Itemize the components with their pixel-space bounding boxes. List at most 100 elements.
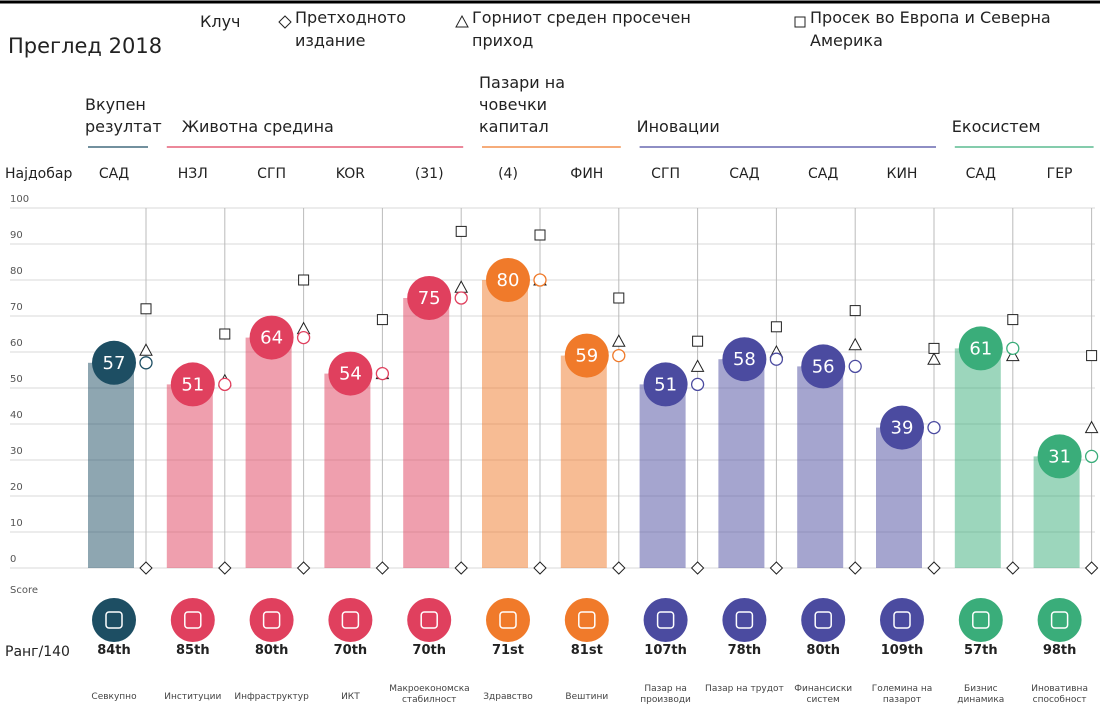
icon-glyph [814, 611, 832, 629]
diamond-marker [769, 561, 784, 575]
triangle-marker [1005, 348, 1020, 362]
rank: 80th [254, 643, 289, 658]
group-title: Вкупен резултат [85, 95, 162, 136]
bar [324, 373, 371, 568]
icon-glyph [420, 611, 438, 629]
y-tick-label: 90 [10, 230, 23, 241]
icon [643, 598, 688, 642]
rank: 78th [727, 643, 762, 658]
best-label: Најдобар [5, 166, 73, 182]
group-title: Пазари на човечки капитал [479, 73, 566, 136]
icon [801, 598, 846, 642]
rank: 70th [333, 643, 368, 658]
rank: 71st [491, 643, 525, 658]
y-tick-label: 40 [10, 410, 23, 421]
y-tick-label: 50 [10, 374, 23, 385]
best-value: ГЕР [1046, 166, 1073, 182]
square-marker [298, 274, 310, 286]
bar [954, 348, 1001, 568]
score-label: 64 [260, 328, 283, 349]
score-badge [249, 315, 294, 360]
icon-glyph [735, 611, 754, 629]
category-label: Бизнис динамика [957, 684, 1005, 705]
icon-glyph [105, 611, 123, 629]
y-tick-label: 60 [10, 338, 23, 349]
icon [880, 598, 924, 642]
square-marker [613, 292, 625, 304]
rank: 98th [1042, 643, 1077, 658]
square-marker [1007, 314, 1019, 326]
best-value: САД [98, 166, 130, 182]
diamond-marker [690, 561, 705, 575]
icon [564, 598, 609, 642]
square-marker [928, 342, 940, 354]
category-label: Севкупно [91, 692, 137, 702]
score-marker [1006, 341, 1020, 356]
bar [639, 384, 686, 568]
score-badge [958, 326, 1003, 371]
square-marker [219, 328, 231, 340]
icon [722, 598, 767, 642]
score-badge [92, 340, 136, 385]
bar [482, 280, 528, 568]
diamond-marker [612, 561, 626, 575]
group-title: Иновации [636, 117, 720, 136]
rank: 84th [97, 643, 131, 658]
category-label: Пазар на трудот [705, 684, 784, 694]
icon [486, 598, 530, 642]
square-marker [140, 303, 152, 315]
triangle-marker [690, 359, 705, 372]
triangle-marker [454, 280, 469, 293]
diamond-marker [454, 561, 468, 575]
score-badge [880, 405, 924, 450]
category-label: Макроекономска стабилност [389, 684, 470, 705]
best-value: ФИН [570, 166, 604, 182]
score-label: 58 [733, 349, 756, 370]
y-tick-label: 10 [10, 518, 23, 529]
score-label: 39 [891, 418, 914, 439]
score-badge [564, 333, 609, 378]
category-label: Инфраструктур [234, 692, 309, 702]
legend-marker [278, 15, 292, 29]
score-marker [533, 273, 547, 287]
y-tick-label: 70 [10, 302, 23, 313]
score-badge [170, 362, 215, 407]
rank: 80th [806, 643, 840, 658]
square-marker [534, 229, 546, 241]
legend-title: Клуч [200, 12, 241, 31]
best-value: КИН [886, 166, 918, 182]
score-marker [454, 291, 468, 305]
category-label: Финансиски систем [794, 684, 853, 705]
square-marker [692, 335, 704, 347]
icon [1037, 598, 1082, 642]
score-marker [296, 330, 311, 345]
bar [560, 355, 607, 568]
chart-title: Преглед 2018 [8, 34, 163, 58]
legend-label: Просек во Европа и Северна Америка [810, 8, 1051, 50]
triangle-marker [1084, 420, 1099, 434]
score-marker [612, 348, 626, 363]
score-badge [643, 362, 688, 407]
bar [718, 359, 765, 568]
y-tick-label: 80 [10, 266, 23, 277]
diamond-marker [927, 561, 941, 575]
bar [797, 366, 844, 568]
best-value: САД [965, 166, 996, 182]
icon [170, 598, 215, 642]
diamond-marker [218, 561, 232, 575]
score-label: 80 [497, 270, 520, 291]
score-marker [769, 352, 784, 366]
icon-glyph [1050, 611, 1069, 629]
best-value: (31) [414, 166, 444, 182]
triangle-marker [848, 337, 863, 351]
icon [92, 598, 136, 642]
y-tick-label: 30 [10, 446, 23, 457]
diamond-marker [533, 561, 547, 575]
score-marker [927, 420, 941, 435]
score-label: 56 [812, 356, 835, 377]
square-marker [770, 321, 782, 333]
icon-glyph [341, 611, 360, 629]
legend-marker [794, 16, 806, 28]
